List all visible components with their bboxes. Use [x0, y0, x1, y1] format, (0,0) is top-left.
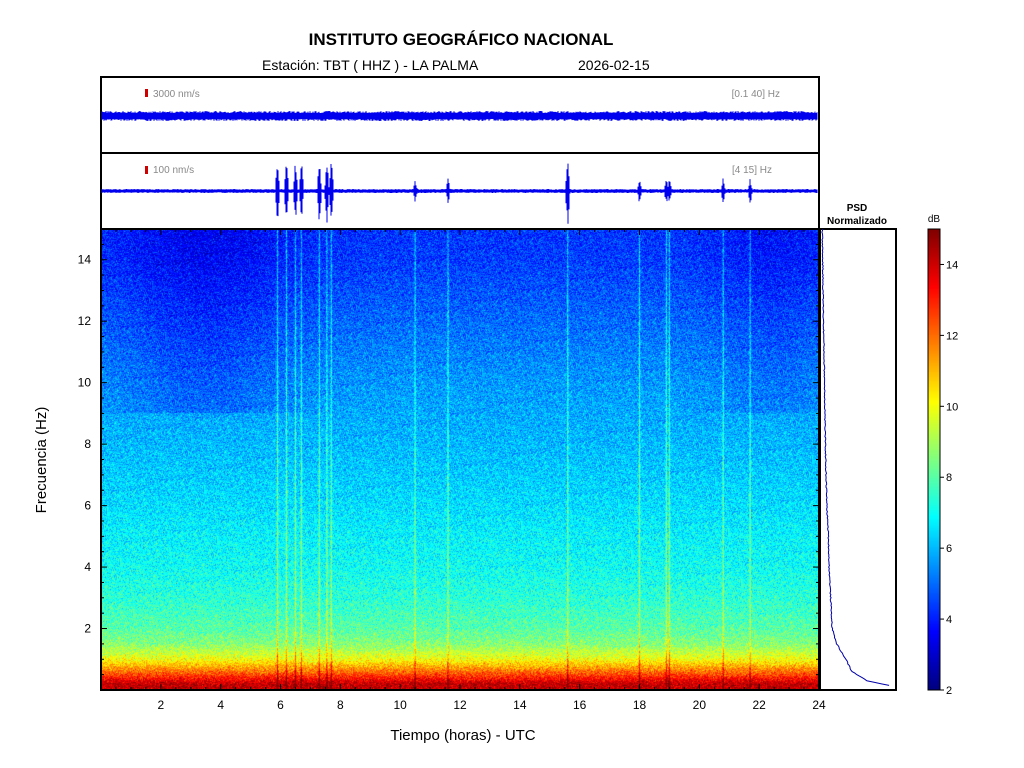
x-axis-label: Tiempo (horas) - UTC [390, 727, 535, 744]
psd-title: PSD [847, 203, 868, 214]
x-tick-label: 8 [337, 698, 344, 712]
y-tick-label: 2 [84, 622, 91, 636]
psd-frame [819, 228, 897, 691]
station-label: Estación: TBT ( HHZ ) - LA PALMA [262, 57, 479, 73]
scale-marker [145, 89, 148, 97]
colorbar-ticks: 2 4 6 8 10 12 14 [940, 259, 958, 697]
y-tick-label: 12 [78, 314, 92, 328]
x-tick-label: 10 [393, 698, 407, 712]
y-tick-label: 4 [84, 560, 91, 574]
trace-waveform [101, 163, 818, 224]
colorbar-frame [927, 228, 941, 691]
date-label: 2026-02-15 [578, 57, 650, 73]
x-tick-label: 14 [513, 698, 527, 712]
trace-scale-label: 100 nm/s [153, 165, 194, 176]
scale-marker [145, 166, 148, 174]
x-tick-label: 4 [217, 698, 224, 712]
trace-panel-filtered: 100 nm/s [4 15] Hz [100, 152, 820, 230]
x-tick-label: 24 [812, 698, 826, 712]
x-tick-label: 2 [157, 698, 164, 712]
trace-band-label: [4 15] Hz [732, 165, 772, 176]
trace-band-label: [0.1 40] Hz [732, 89, 780, 100]
x-tick-label: 20 [693, 698, 707, 712]
colorbar-gradient [928, 229, 940, 690]
waveform-path [101, 111, 818, 121]
x-tick-label: 6 [277, 698, 284, 712]
x-axis: 2 4 6 8 10 12 14 16 18 20 22 24 [100, 229, 826, 712]
spectrogram-image [101, 229, 819, 690]
colorbar-tick-label: 8 [946, 472, 952, 484]
y-axis-label: Frecuencia (Hz) [33, 407, 50, 514]
colorbar-unit: dB [928, 214, 941, 225]
figure-title: INSTITUTO GEOGRÁFICO NACIONAL [309, 30, 614, 49]
y-axis: 2 4 6 8 10 12 14 [78, 228, 819, 676]
colorbar-tick-label: 4 [946, 614, 952, 626]
colorbar-tick-label: 6 [946, 543, 952, 555]
x-tick-label: 12 [453, 698, 467, 712]
trace-panel-broadband: 3000 nm/s [0.1 40] Hz [100, 76, 820, 154]
colorbar-tick-label: 14 [946, 259, 958, 271]
x-tick-label: 22 [752, 698, 766, 712]
psd-panel: PSD Normalizado [819, 203, 897, 691]
colorbar-tick-label: 12 [946, 330, 958, 342]
colorbar-tick-label: 10 [946, 401, 958, 413]
waveform-path [101, 163, 818, 224]
psd-subtitle: Normalizado [827, 216, 887, 227]
colorbar-tick-label: 2 [946, 685, 952, 697]
y-tick-label: 14 [78, 253, 92, 267]
trace-waveform [101, 111, 818, 121]
y-tick-label: 6 [84, 499, 91, 513]
psd-curve [821, 229, 890, 686]
colorbar: dB 2 4 6 8 10 12 14 [927, 214, 958, 697]
x-tick-label: 18 [633, 698, 647, 712]
x-tick-label: 16 [573, 698, 587, 712]
y-tick-label: 10 [78, 376, 92, 390]
trace-scale-label: 3000 nm/s [153, 89, 200, 100]
y-tick-label: 8 [84, 437, 91, 451]
